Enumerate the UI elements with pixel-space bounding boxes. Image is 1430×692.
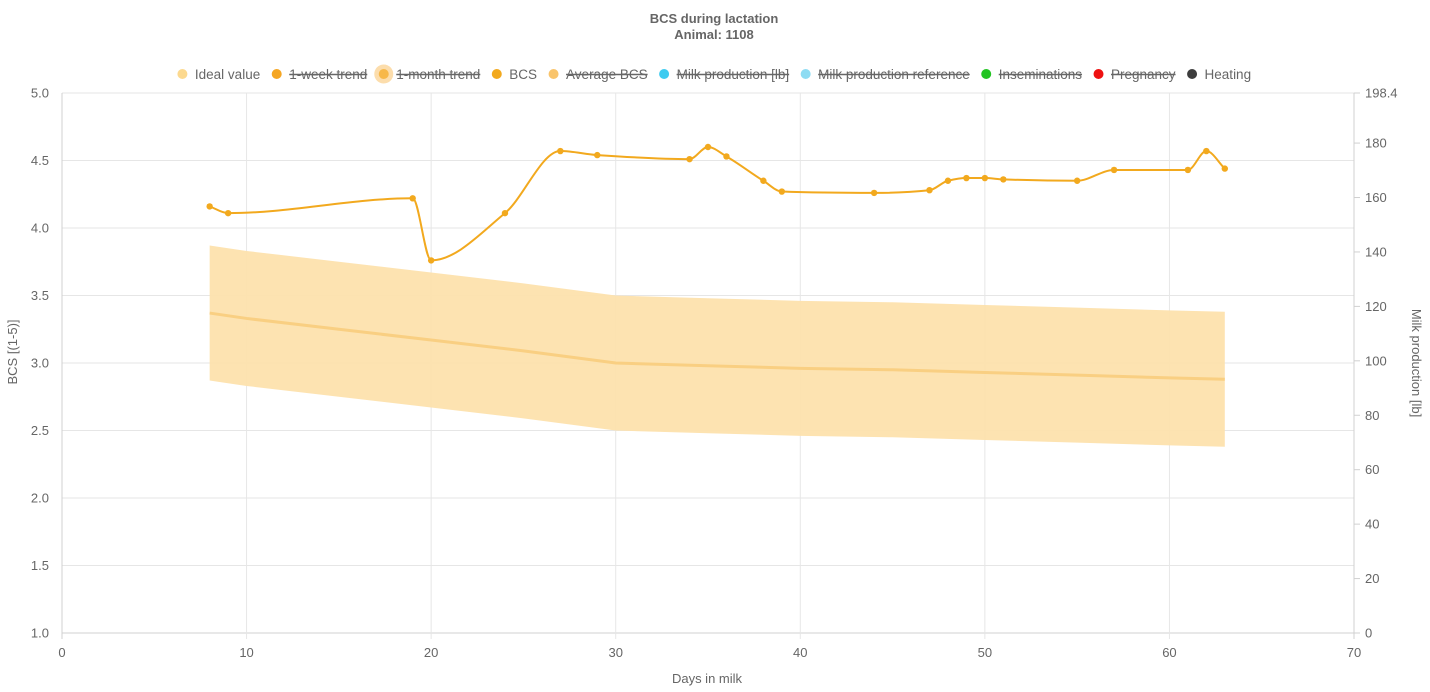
bcs-point [944, 177, 952, 184]
bcs-point [409, 195, 416, 202]
legend-swatch [659, 69, 670, 79]
x-tick-label: 40 [793, 645, 807, 660]
bcs-point [870, 189, 878, 197]
y2-tick-label: 20 [1365, 571, 1379, 586]
legend-swatch [378, 69, 389, 79]
x-tick-label: 0 [58, 645, 65, 660]
legend-label: BCS [509, 67, 537, 82]
y-tick-label: 2.0 [31, 491, 49, 506]
bcs-point [1073, 177, 1081, 184]
bcs-point [224, 209, 232, 217]
y-tick-label: 1.0 [31, 626, 49, 641]
y2-tick-label: 0 [1365, 626, 1372, 641]
legend-swatch [271, 69, 282, 79]
y2-tick-label: 80 [1365, 408, 1379, 423]
x-tick-label: 20 [424, 645, 438, 660]
legend-swatch [981, 69, 992, 79]
legend-item: 1-month trend [374, 64, 480, 84]
y-tick-label: 4.5 [31, 153, 49, 168]
bcs-point [206, 203, 213, 210]
ideal-value-band [209, 245, 1225, 447]
chart-subtitle: Animal: 1108 [674, 27, 754, 42]
legend-swatch [1187, 69, 1198, 79]
y-tick-label: 3.0 [31, 356, 49, 371]
legend-item: 1-week trend [271, 67, 367, 82]
y-tick-label: 4.0 [31, 221, 49, 236]
bcs-point [557, 147, 564, 155]
chart-title: BCS during lactation [650, 11, 779, 26]
x-tick-label: 70 [1347, 645, 1361, 660]
legend-item: Heating [1187, 67, 1251, 82]
legend-swatch [800, 69, 811, 79]
bcs-point [1000, 176, 1007, 183]
legend-item: Milk production reference [800, 67, 970, 82]
y2-tick-label: 140 [1365, 244, 1387, 259]
bcs-point [1221, 165, 1229, 172]
legend-label: Heating [1205, 67, 1252, 82]
legend-swatch [1093, 69, 1104, 79]
bcs-point [760, 177, 767, 184]
y-tick-label: 3.5 [31, 288, 49, 303]
bcs-point [778, 188, 786, 195]
bcs-point [1203, 147, 1210, 155]
axes: 1.0 1.5 2.0 2.5 3.0 3.5 4.0 4.5 5.0 0 10 20 30 40 50 60… [31, 86, 1398, 661]
bcs-point [1184, 166, 1192, 174]
y2-axis-title: Milk production [lb] [1409, 309, 1424, 417]
x-tick-label: 30 [608, 645, 622, 660]
legend-swatch [548, 69, 559, 79]
ideal-value-series [209, 245, 1225, 447]
bcs-point [501, 209, 509, 217]
bcs-point [723, 153, 730, 160]
legend-swatch [491, 69, 502, 79]
legend-item: Ideal value [177, 67, 260, 82]
bcs-point [427, 257, 435, 264]
y2-tick-label: 60 [1365, 462, 1379, 477]
y2-tick-label: 100 [1365, 353, 1387, 368]
y2-tick-label: 180 [1365, 136, 1387, 151]
bcs-line [209, 145, 1226, 262]
bcs-point [704, 143, 712, 151]
x-tick-label: 10 [239, 645, 253, 660]
y2-tick-label: 40 [1365, 517, 1379, 532]
bcs-point [1110, 166, 1118, 174]
legend-label: Ideal value [195, 67, 260, 82]
y-tick-label: 2.5 [31, 423, 49, 438]
legend-swatch [177, 69, 188, 79]
y-tick-label: 5.0 [31, 86, 49, 101]
legend-item: Average BCS [548, 67, 648, 82]
y2-tick-label: 160 [1365, 190, 1387, 205]
legend-item: Inseminations [981, 67, 1082, 82]
bcs-point [594, 151, 601, 159]
bcs-point [686, 155, 693, 163]
y-axis-title: BCS [(1-5)] [5, 319, 20, 384]
bcs-point [926, 187, 933, 194]
y2-tick-label: 120 [1365, 299, 1387, 314]
bcs-point [963, 174, 970, 182]
legend-item: Milk production [lb] [659, 67, 789, 82]
chart-legend: Ideal value 1-week trend 1-month trend BCS A… [177, 64, 1251, 84]
legend-item: BCS [491, 67, 537, 82]
y2-tick-label: 198.4 [1365, 86, 1398, 101]
x-axis-title: Days in milk [672, 671, 743, 686]
x-tick-label: 60 [1162, 645, 1176, 660]
bcs-point [981, 174, 989, 182]
x-tick-label: 50 [978, 645, 992, 660]
y-tick-label: 1.5 [31, 558, 49, 573]
ideal-value-line [209, 311, 1225, 381]
bcs-series [206, 143, 1229, 264]
legend-item: Pregnancy [1093, 67, 1176, 82]
